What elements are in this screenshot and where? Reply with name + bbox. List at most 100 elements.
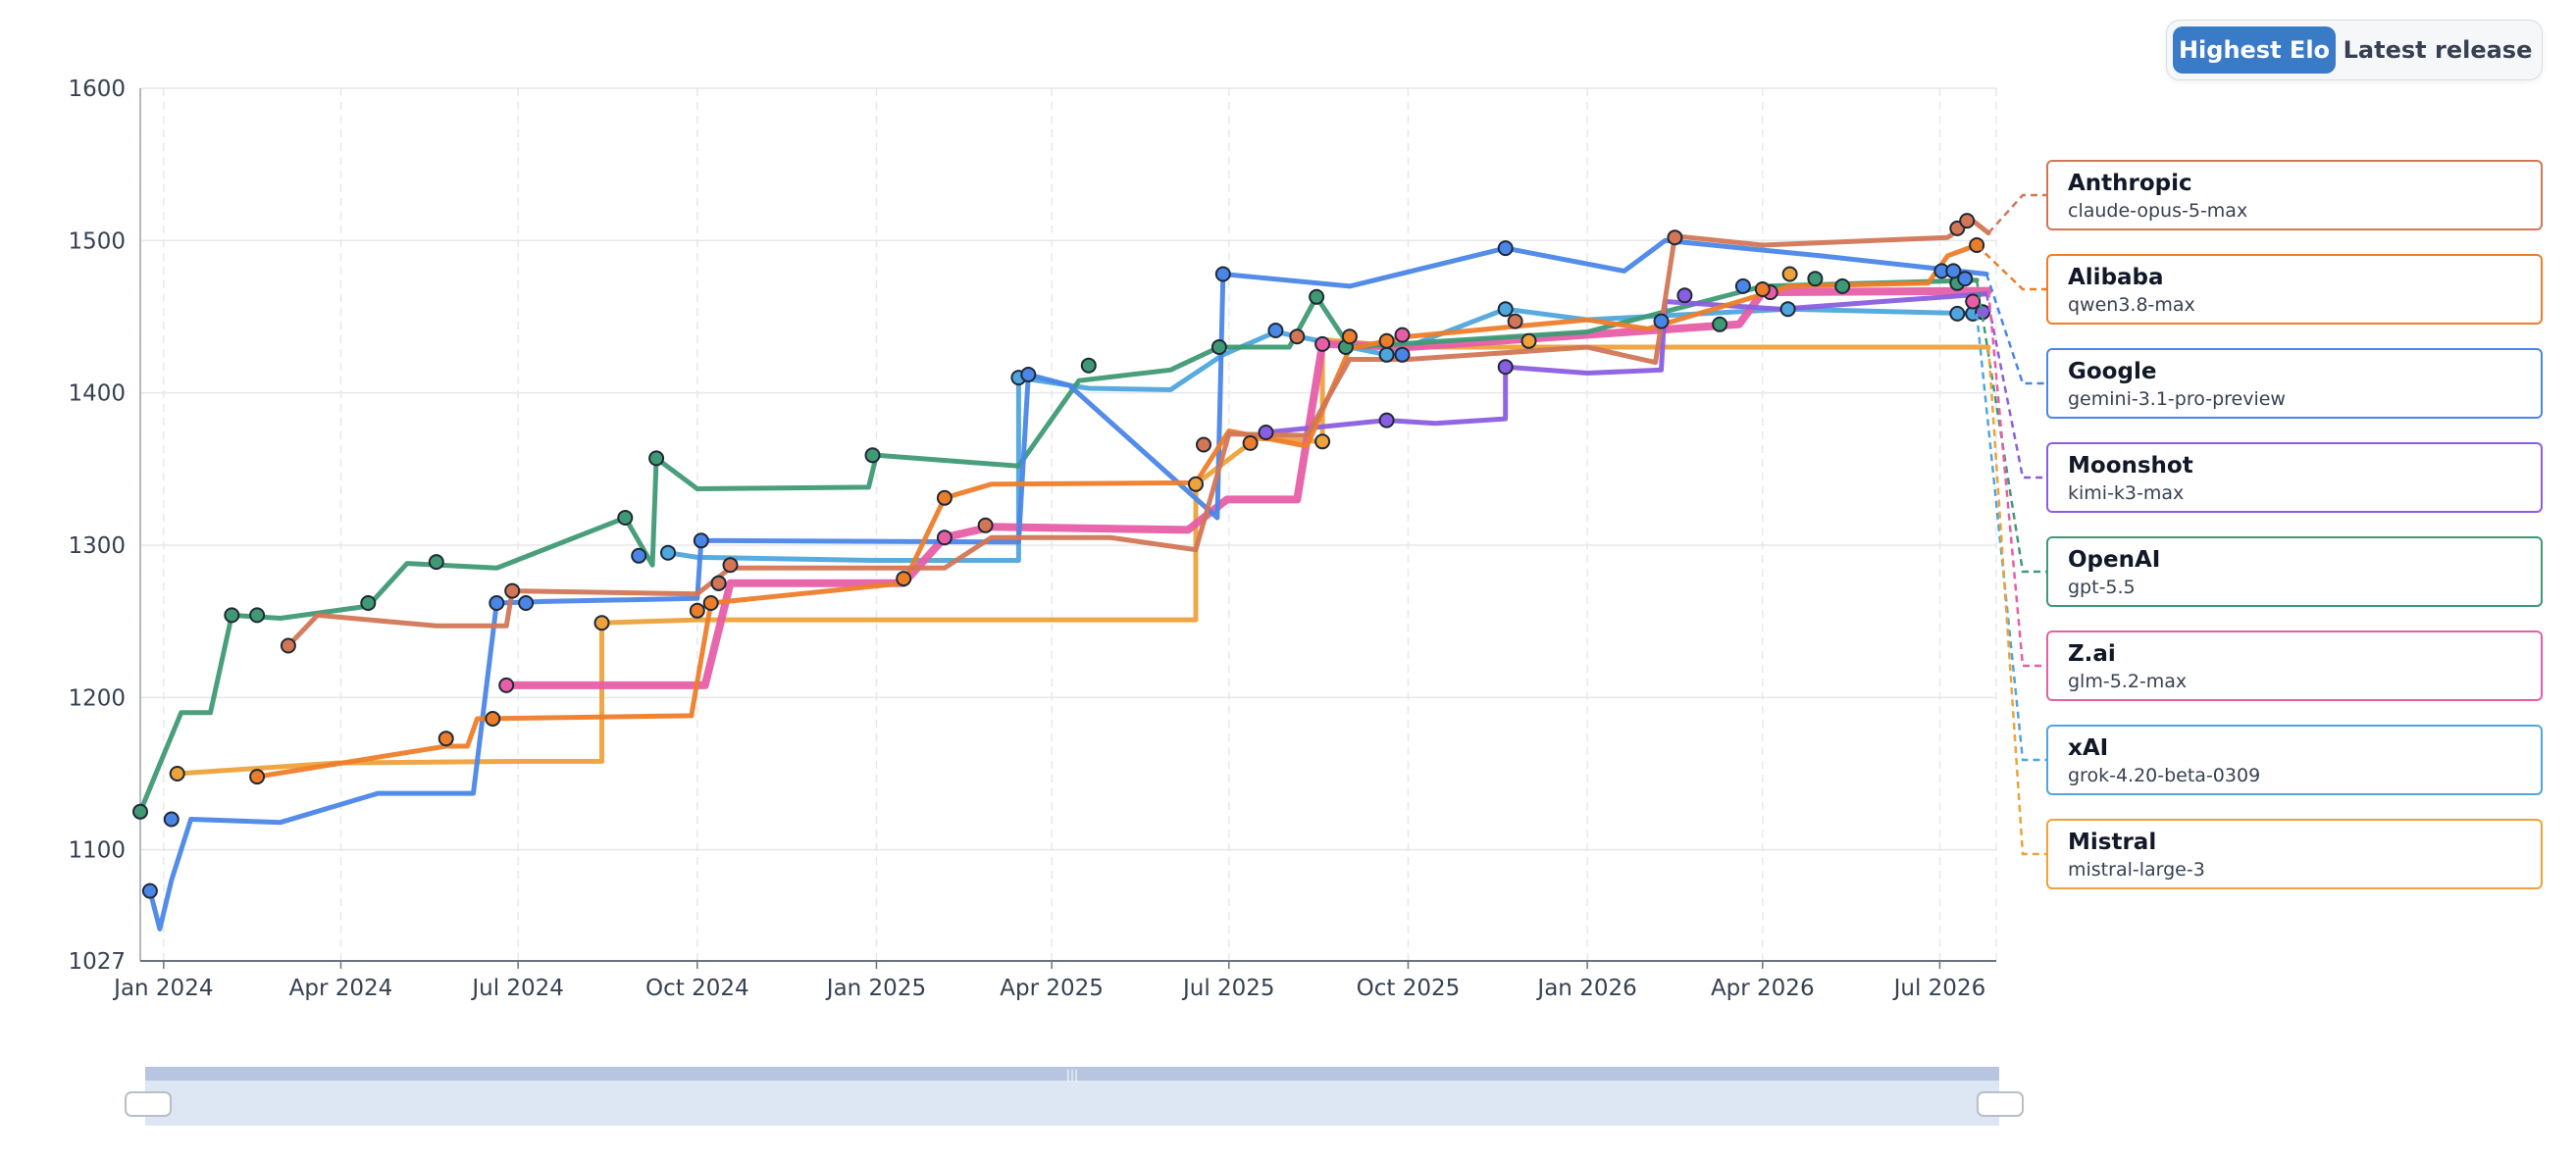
release-marker-moonshot[interactable] <box>1378 412 1395 428</box>
release-marker-alibaba[interactable] <box>1754 281 1771 297</box>
range-slider-right-handle[interactable] <box>1977 1091 2024 1117</box>
release-marker-anthropic[interactable] <box>1959 213 1976 229</box>
series-line-xai[interactable] <box>665 306 1980 563</box>
release-marker-google[interactable] <box>489 595 505 611</box>
series-line-google[interactable] <box>147 237 1989 932</box>
release-marker-moonshot[interactable] <box>1258 425 1274 440</box>
series-line-anthropic[interactable] <box>285 218 1991 648</box>
legend-item-mistral[interactable]: Mistral mistral-large-3 <box>2046 819 2543 889</box>
release-marker-google[interactable] <box>1653 313 1670 329</box>
release-marker-openai[interactable] <box>864 447 881 464</box>
release-marker-xai[interactable] <box>1378 346 1395 363</box>
release-marker-anthropic[interactable] <box>977 517 994 533</box>
release-marker-google[interactable] <box>1497 240 1514 257</box>
range-slider-selection-bar[interactable] <box>145 1067 1999 1081</box>
release-marker-mistral[interactable] <box>1520 332 1537 349</box>
release-marker-google[interactable] <box>1957 271 1974 287</box>
x-axis: Jan 2024 Apr 2024 Jul 2024 Oct 2024 Jan 2025… <box>112 960 1996 1001</box>
release-marker-z-ai[interactable] <box>498 677 515 693</box>
range-slider-left-handle[interactable] <box>125 1091 172 1117</box>
release-marker-anthropic[interactable] <box>280 637 296 654</box>
release-marker-z-ai[interactable] <box>1314 335 1331 352</box>
release-marker-google[interactable] <box>163 811 180 828</box>
x-tick-label: Oct 2024 <box>645 976 749 1001</box>
release-marker-openai[interactable] <box>132 803 148 820</box>
release-marker-google[interactable] <box>1394 346 1411 363</box>
release-marker-alibaba[interactable] <box>1378 332 1395 349</box>
latest-release-button[interactable]: Latest release <box>2343 36 2533 64</box>
release-marker-mistral[interactable] <box>593 615 610 631</box>
legend-item-z-ai[interactable]: Z.ai glm-5.2-max <box>2046 630 2543 701</box>
legend-item-xai[interactable]: xAI grok-4.20-beta-0309 <box>2046 725 2543 795</box>
range-slider[interactable]: ||| <box>125 1067 2024 1126</box>
release-marker-google[interactable] <box>1734 277 1751 294</box>
release-marker-mistral[interactable] <box>169 766 185 781</box>
release-marker-google[interactable] <box>1267 323 1284 338</box>
release-marker-alibaba[interactable] <box>1341 328 1358 345</box>
legend-model-name: grok-4.20-beta-0309 <box>2068 765 2261 786</box>
x-tick-label: Apr 2026 <box>1711 976 1815 1001</box>
release-marker-xai[interactable] <box>1949 305 1966 322</box>
legend-connector-mistral <box>1986 346 2046 856</box>
release-marker-openai[interactable] <box>1807 271 1824 287</box>
release-marker-openai[interactable] <box>249 607 266 624</box>
series-line-moonshot[interactable] <box>1263 291 1989 435</box>
legend-item-openai[interactable]: OpenAI gpt-5.5 <box>2046 536 2543 607</box>
release-marker-google[interactable] <box>141 882 158 899</box>
release-marker-google[interactable] <box>1214 266 1231 282</box>
release-marker-openai[interactable] <box>648 450 665 467</box>
release-marker-openai[interactable] <box>617 510 634 526</box>
release-marker-alibaba[interactable] <box>438 731 454 747</box>
release-marker-google[interactable] <box>631 547 647 564</box>
legend-item-anthropic[interactable]: Anthropic claude-opus-5-max <box>2046 160 2543 230</box>
release-marker-xai[interactable] <box>1779 301 1796 318</box>
release-marker-xai[interactable] <box>660 544 676 561</box>
release-marker-anthropic[interactable] <box>1196 436 1211 453</box>
release-marker-google[interactable] <box>1945 263 1962 279</box>
release-marker-openai[interactable] <box>1712 316 1728 332</box>
release-marker-openai[interactable] <box>1211 339 1227 355</box>
release-marker-openai[interactable] <box>428 554 444 571</box>
legend-item-alibaba[interactable]: Alibaba qwen3.8-max <box>2046 254 2543 325</box>
release-marker-z-ai[interactable] <box>936 529 953 546</box>
release-marker-openai[interactable] <box>360 595 377 611</box>
x-tick-label: Apr 2025 <box>1000 976 1104 1001</box>
x-tick-label: Jul 2026 <box>1892 976 1986 1001</box>
release-marker-z-ai[interactable] <box>1394 327 1411 343</box>
release-marker-openai[interactable] <box>224 607 240 624</box>
series-line-mistral[interactable] <box>175 336 1991 777</box>
release-marker-alibaba[interactable] <box>896 571 912 587</box>
release-marker-anthropic[interactable] <box>710 575 727 591</box>
release-marker-anthropic[interactable] <box>1507 313 1523 329</box>
release-marker-mistral[interactable] <box>1188 476 1204 492</box>
release-marker-anthropic[interactable] <box>504 582 521 599</box>
release-marker-mistral[interactable] <box>1781 266 1798 282</box>
release-marker-google[interactable] <box>693 532 709 549</box>
release-marker-alibaba[interactable] <box>485 711 501 727</box>
legend-provider-name: OpenAI <box>2068 547 2161 573</box>
release-marker-openai[interactable] <box>1309 288 1325 305</box>
release-marker-alibaba[interactable] <box>689 602 705 619</box>
release-marker-mistral[interactable] <box>1314 433 1331 450</box>
release-marker-moonshot[interactable] <box>1497 359 1514 376</box>
legend-provider-name: Moonshot <box>2068 453 2193 479</box>
release-marker-xai[interactable] <box>1497 301 1514 318</box>
release-marker-anthropic[interactable] <box>1289 328 1306 345</box>
release-marker-openai[interactable] <box>1080 357 1097 374</box>
release-marker-google[interactable] <box>1020 367 1037 382</box>
release-marker-moonshot[interactable] <box>1676 287 1693 304</box>
release-marker-openai[interactable] <box>1834 277 1851 294</box>
release-marker-alibaba[interactable] <box>1242 434 1259 451</box>
release-marker-anthropic[interactable] <box>1667 229 1683 246</box>
legend-item-google[interactable]: Google gemini-3.1-pro-preview <box>2046 348 2543 419</box>
release-marker-alibaba[interactable] <box>702 595 719 611</box>
release-marker-alibaba[interactable] <box>249 769 266 785</box>
release-marker-z-ai[interactable] <box>1965 293 1982 310</box>
release-marker-google[interactable] <box>518 595 535 611</box>
release-marker-anthropic[interactable] <box>722 557 739 574</box>
series-line-openai[interactable] <box>137 277 1980 815</box>
legend-item-moonshot[interactable]: Moonshot kimi-k3-max <box>2046 442 2543 513</box>
highest-elo-button[interactable]: Highest Elo <box>2173 26 2336 74</box>
release-marker-alibaba[interactable] <box>936 489 953 506</box>
